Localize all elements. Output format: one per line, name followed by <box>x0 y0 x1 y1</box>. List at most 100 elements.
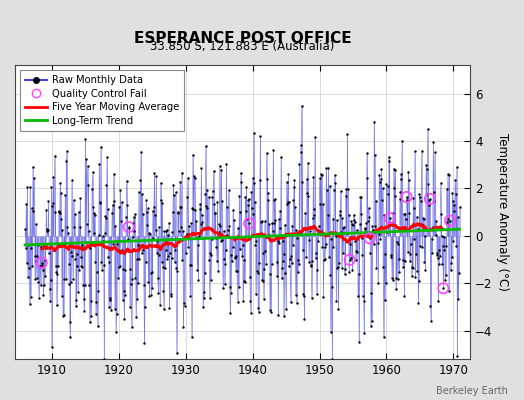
Point <box>37 282 45 289</box>
Point <box>190 173 198 180</box>
Point <box>123 201 132 208</box>
Point <box>155 252 163 258</box>
Point <box>74 289 82 295</box>
Point <box>440 247 448 254</box>
Point <box>317 228 325 234</box>
Point <box>366 235 374 242</box>
Point <box>82 155 91 162</box>
Point <box>255 260 264 266</box>
Point <box>259 250 267 256</box>
Point <box>423 166 431 172</box>
Point <box>84 182 92 188</box>
Point <box>60 241 69 247</box>
Point <box>112 311 121 317</box>
Point <box>103 154 111 161</box>
Point <box>274 312 282 318</box>
Point <box>306 228 314 234</box>
Point <box>150 204 158 210</box>
Point <box>294 261 303 267</box>
Point <box>450 208 458 214</box>
Point <box>198 219 206 225</box>
Point <box>56 180 64 186</box>
Point <box>395 268 403 275</box>
Point <box>156 180 165 186</box>
Point <box>413 268 421 274</box>
Point <box>133 296 141 302</box>
Point <box>21 226 29 232</box>
Point <box>250 180 258 186</box>
Point <box>269 147 277 153</box>
Point <box>157 196 165 203</box>
Point <box>386 215 394 221</box>
Point <box>299 291 308 297</box>
Point <box>282 306 290 312</box>
Point <box>119 288 128 294</box>
Point <box>50 153 59 159</box>
Point <box>224 187 233 193</box>
Point <box>129 213 138 220</box>
Point <box>138 210 147 217</box>
Point <box>158 200 167 207</box>
Point <box>389 276 397 283</box>
Point <box>280 251 289 258</box>
Point <box>30 253 39 260</box>
Point <box>384 183 392 189</box>
Point <box>184 244 193 250</box>
Point <box>149 208 157 214</box>
Point <box>418 148 426 154</box>
Point <box>298 179 307 185</box>
Point <box>71 255 80 262</box>
Point <box>347 218 355 224</box>
Point <box>86 245 94 252</box>
Point <box>345 269 353 276</box>
Point <box>300 293 308 299</box>
Point <box>234 284 243 291</box>
Point <box>202 143 210 149</box>
Point <box>199 304 207 310</box>
Point <box>379 264 387 271</box>
Point <box>386 215 394 221</box>
Point <box>291 204 299 210</box>
Point <box>112 328 120 335</box>
Point <box>54 263 62 269</box>
Point <box>393 239 401 246</box>
Point <box>140 340 149 346</box>
Point <box>350 216 358 223</box>
Point <box>62 158 71 164</box>
Point <box>260 218 269 225</box>
Point <box>343 230 351 236</box>
Point <box>48 344 56 350</box>
Point <box>250 199 259 206</box>
Point <box>106 295 115 301</box>
Point <box>165 304 173 311</box>
Point <box>292 300 301 306</box>
Point <box>455 204 464 210</box>
Point <box>370 152 379 158</box>
Point <box>223 204 231 210</box>
Point <box>411 148 419 154</box>
Point <box>289 241 297 248</box>
Point <box>363 174 372 181</box>
Point <box>311 255 320 261</box>
Point <box>314 238 322 244</box>
Point <box>454 296 463 303</box>
Point <box>33 252 41 259</box>
Point <box>455 270 463 276</box>
Point <box>163 232 172 238</box>
Point <box>399 264 407 270</box>
Point <box>162 227 171 234</box>
Point <box>168 255 176 262</box>
Point <box>230 234 238 240</box>
Point <box>72 302 80 309</box>
Point <box>387 254 395 260</box>
Point <box>424 180 432 187</box>
Point <box>125 225 134 232</box>
Point <box>444 171 452 177</box>
Point <box>398 256 407 263</box>
Point <box>332 232 340 239</box>
Point <box>389 166 398 172</box>
Point <box>275 240 283 246</box>
Point <box>108 210 116 216</box>
Point <box>78 242 86 248</box>
Point <box>377 175 385 182</box>
